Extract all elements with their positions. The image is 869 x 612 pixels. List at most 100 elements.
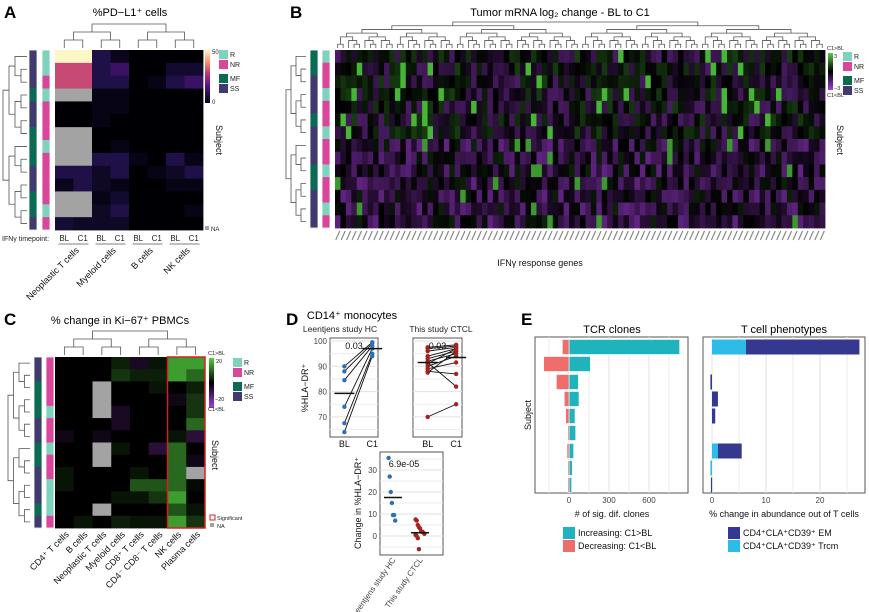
- heatmap-cell: [574, 75, 581, 89]
- bar-increasing: [568, 425, 576, 441]
- heatmap-cell: [781, 88, 788, 102]
- heatmap-cell: [73, 101, 93, 115]
- heatmap-cell: [509, 215, 516, 229]
- heatmap-cell: [55, 357, 75, 370]
- heatmap-cell: [130, 466, 150, 480]
- response-annotation-nr: [322, 151, 330, 165]
- heatmap-cell: [73, 204, 93, 218]
- heatmap-cell: [759, 215, 766, 229]
- heatmap-cell: [536, 177, 543, 191]
- heatmap-cell: [73, 454, 93, 468]
- heatmap-cell: [427, 139, 434, 153]
- heatmap-cell: [776, 202, 782, 216]
- plot-frame: [702, 336, 866, 494]
- heatmap-cell: [716, 189, 722, 203]
- heatmap-cell: [678, 151, 684, 165]
- heatmap-cell: [92, 101, 111, 115]
- heatmap-cell: [520, 75, 526, 89]
- heatmap-cell: [531, 151, 537, 165]
- heatmap-cell: [814, 215, 820, 229]
- subtype-annotation-ss: [310, 126, 318, 140]
- panel-e-bars: TCR clones T cell phenotypes # of sig. d…: [523, 324, 866, 552]
- colorbar-min: 0: [212, 100, 216, 106]
- heatmap-cell: [492, 202, 499, 216]
- heatmap-cell: [737, 75, 744, 89]
- heatmap-cell: [335, 151, 341, 165]
- gene-label: [612, 230, 618, 241]
- response-annotation-nr: [46, 418, 54, 431]
- heatmap-cell: [759, 189, 766, 203]
- legend-swatch-mf: [219, 74, 228, 83]
- heatmap-cell: [482, 189, 488, 203]
- gene-label: [362, 230, 368, 241]
- heatmap-cell: [503, 88, 510, 102]
- heatmap-cell: [422, 177, 428, 191]
- heatmap-cell: [547, 100, 554, 114]
- heatmap-cell: [345, 151, 352, 165]
- heatmap-cell: [130, 454, 150, 468]
- heatmap-cell: [389, 126, 396, 140]
- heatmap-cell: [661, 151, 668, 165]
- heatmap-cell: [111, 466, 131, 480]
- heatmap-cell: [129, 191, 148, 205]
- heatmap-cell: [335, 177, 341, 191]
- heatmap-cell: [754, 75, 761, 89]
- heatmap-cell: [184, 75, 204, 89]
- heatmap-cell: [433, 164, 439, 178]
- heatmap-cell: [803, 100, 810, 114]
- heatmap-cell: [449, 151, 456, 165]
- heatmap-cell: [569, 126, 575, 140]
- heatmap-cell: [819, 50, 826, 64]
- heatmap-cell: [487, 189, 494, 203]
- heatmap-cell: [422, 139, 428, 153]
- heatmap-cell: [590, 62, 597, 76]
- subtype-annotation-mf: [29, 127, 37, 141]
- heatmap-cell: [623, 164, 630, 178]
- heatmap-cell: [590, 202, 597, 216]
- heatmap-cell: [449, 113, 456, 127]
- response-annotation-r: [42, 50, 50, 64]
- heatmap-cell: [596, 139, 603, 153]
- heatmap-cell: [596, 50, 603, 64]
- heatmap-cell: [639, 215, 646, 229]
- heatmap-cell: [55, 393, 75, 407]
- heatmap-cell: [148, 430, 168, 443]
- heatmap-cell: [656, 113, 663, 127]
- heatmap-cell: [808, 100, 815, 114]
- pair-line: [427, 348, 457, 365]
- heatmap-cell: [710, 62, 717, 76]
- heatmap-cell: [819, 202, 826, 216]
- bar-increasing: [568, 374, 579, 390]
- heatmap-cell: [607, 100, 614, 114]
- response-annotation-nr: [46, 369, 54, 382]
- heatmap-cell: [129, 101, 148, 115]
- gene-label: [438, 230, 444, 241]
- heatmap-cell: [705, 151, 712, 165]
- heatmap-cell: [514, 151, 521, 165]
- heatmap-cell: [384, 62, 390, 76]
- heatmap-cell: [147, 88, 167, 102]
- heatmap-cell: [601, 88, 608, 102]
- heatmap-cell: [460, 75, 467, 89]
- heatmap-cell: [416, 88, 423, 102]
- heatmap-cell: [574, 62, 581, 76]
- heatmap-cell: [476, 126, 483, 140]
- heatmap-cell: [514, 100, 521, 114]
- heatmap-cell: [55, 101, 74, 115]
- heatmap-cell: [438, 126, 445, 140]
- heatmap-cell: [362, 202, 369, 216]
- heatmap-cell: [727, 164, 733, 178]
- heatmap-cell: [770, 189, 777, 203]
- heatmap-cell: [661, 164, 668, 178]
- heatmap-cell: [340, 164, 347, 178]
- heatmap-cell: [563, 139, 570, 153]
- gene-label: [689, 230, 695, 241]
- heatmap-cell: [465, 62, 472, 76]
- heatmap-cell: [147, 140, 167, 154]
- heatmap-cell: [776, 50, 782, 64]
- heatmap-cell: [389, 139, 396, 153]
- heatmap-cell: [384, 164, 390, 178]
- heatmap-cell: [601, 50, 608, 64]
- heatmap-cell: [710, 75, 717, 89]
- subtype-annotation-ss: [34, 369, 42, 382]
